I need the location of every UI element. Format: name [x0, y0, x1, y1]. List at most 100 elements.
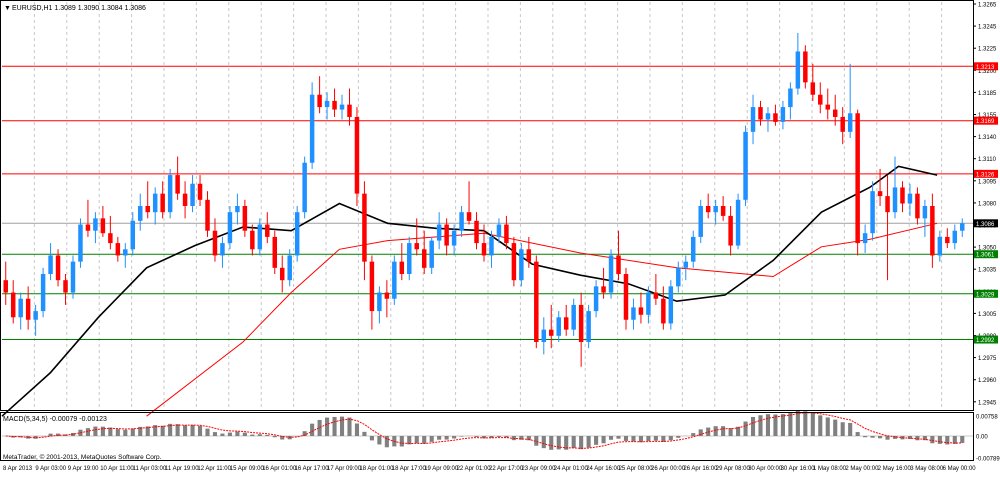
candle-body — [563, 317, 569, 330]
candle-body — [705, 206, 711, 213]
x-tick-label: 16 Apr 01:00 — [262, 466, 297, 472]
candle-body — [608, 255, 614, 293]
x-tick-label: 18 Apr 01:00 — [359, 466, 394, 472]
support-level-tag — [974, 289, 998, 298]
candle-body — [309, 94, 315, 163]
candle-body — [668, 286, 674, 324]
candle-body — [728, 215, 733, 246]
candle-body — [519, 249, 524, 281]
candle-body — [130, 220, 136, 250]
candle-body — [571, 304, 576, 330]
candle-body — [773, 113, 778, 122]
candle-body — [302, 162, 307, 213]
candle-body — [138, 206, 143, 221]
x-tick-label: 24 Apr 01:00 — [554, 466, 589, 472]
x-tick-label: 11 Apr 03:00 — [133, 466, 167, 472]
x-tick-label: 19 Apr 09:00 — [424, 466, 459, 472]
candle-body — [526, 249, 532, 262]
candle-body — [534, 261, 539, 342]
x-tick-label: 8 Apr 2013 — [3, 466, 33, 472]
candle-body — [504, 224, 509, 244]
resistance-level-tag-label: 1.3169 — [976, 119, 995, 125]
candle-body — [175, 175, 180, 194]
macd-histogram — [2, 410, 973, 450]
x-tick-label: 16 Apr 17:00 — [295, 466, 330, 472]
candle-body — [93, 218, 98, 231]
y-tick-label: 1.3265 — [978, 3, 997, 9]
candle-body — [810, 82, 816, 95]
candle-body — [145, 206, 150, 213]
candle-body — [48, 255, 53, 274]
resistance-level-tag — [974, 116, 998, 125]
candle-body — [466, 212, 472, 221]
resistance-level-tag — [974, 62, 998, 71]
candle-body — [623, 274, 629, 320]
macd-scale-label: -0.00789 — [976, 457, 1000, 463]
candle-body — [10, 292, 16, 318]
candle-body — [242, 206, 248, 231]
price-axis: 1.32651.32451.32251.32001.31851.31551.31… — [973, 3, 1000, 463]
candle-body — [690, 236, 696, 262]
candle-body — [765, 113, 771, 120]
copyright-text: MetaTrader, © 2001-2013, MetaQuotes Soft… — [3, 453, 162, 461]
resistance-level-tag-label: 1.3126 — [976, 172, 995, 178]
candle-body — [960, 223, 965, 231]
candle-body — [750, 107, 756, 132]
candle-body — [384, 292, 390, 299]
candle-body — [407, 243, 412, 274]
y-tick-label: 1.3185 — [978, 91, 997, 97]
candle-body — [862, 233, 868, 244]
level-tags: 1.3213 1.3169 1.3126 1.3061 1.3029 1.2992 1.30… — [974, 62, 998, 344]
candle-body — [489, 236, 494, 256]
candle-body — [631, 307, 636, 320]
candle-body — [265, 224, 270, 237]
candle-body — [601, 286, 606, 293]
candle-body — [556, 317, 561, 336]
candle-body — [952, 230, 958, 244]
candle-body — [362, 193, 367, 262]
symbol-header-arrow[interactable]: ▼ — [4, 5, 11, 12]
candle-body — [227, 212, 233, 244]
candle-body — [257, 224, 263, 250]
candle-body — [646, 292, 651, 315]
candle-body — [369, 261, 375, 312]
candle-body — [197, 183, 203, 200]
candle-body — [160, 193, 165, 213]
candle-body — [414, 243, 419, 250]
candle-body — [870, 191, 875, 234]
candle-body — [78, 224, 83, 262]
x-tick-label: 12 Apr 11:00 — [197, 466, 231, 472]
candle-body — [123, 249, 128, 256]
candle-body — [190, 183, 195, 206]
candle-body — [421, 249, 427, 268]
candle-body — [616, 255, 621, 274]
x-tick-label: 11 Apr 19:00 — [165, 466, 199, 472]
candle-body — [347, 104, 352, 117]
candle-body — [683, 261, 689, 268]
candle-body — [429, 240, 434, 268]
y-tick-label: 1.3200 — [978, 69, 997, 75]
candle-body — [698, 206, 703, 237]
candle-body — [840, 116, 845, 132]
candle-body — [511, 243, 517, 281]
current-price-label: 1.3086 — [976, 222, 995, 228]
candle-body — [877, 191, 883, 197]
candle-body — [220, 243, 225, 256]
y-tick-label: 1.3035 — [978, 268, 997, 274]
y-tick-label: 1.3110 — [978, 157, 997, 163]
candle-body — [638, 307, 644, 315]
candle-body — [885, 196, 890, 213]
candle-body — [922, 206, 928, 219]
candle-body — [436, 224, 442, 241]
macd-scale-label: 0.00758 — [976, 415, 998, 421]
candle-body — [235, 206, 240, 213]
candle-body — [399, 261, 405, 274]
x-tick-label: 2 May 16:00 — [878, 466, 912, 472]
y-tick-label: 1.3005 — [978, 312, 997, 318]
macd-header: MACD(5,34,5) -0.00079 -0.00123 — [3, 416, 107, 423]
y-tick-label: 1.3050 — [978, 246, 997, 252]
candle-body — [451, 230, 457, 246]
x-tick-label: 3 May 08:00 — [910, 466, 944, 472]
